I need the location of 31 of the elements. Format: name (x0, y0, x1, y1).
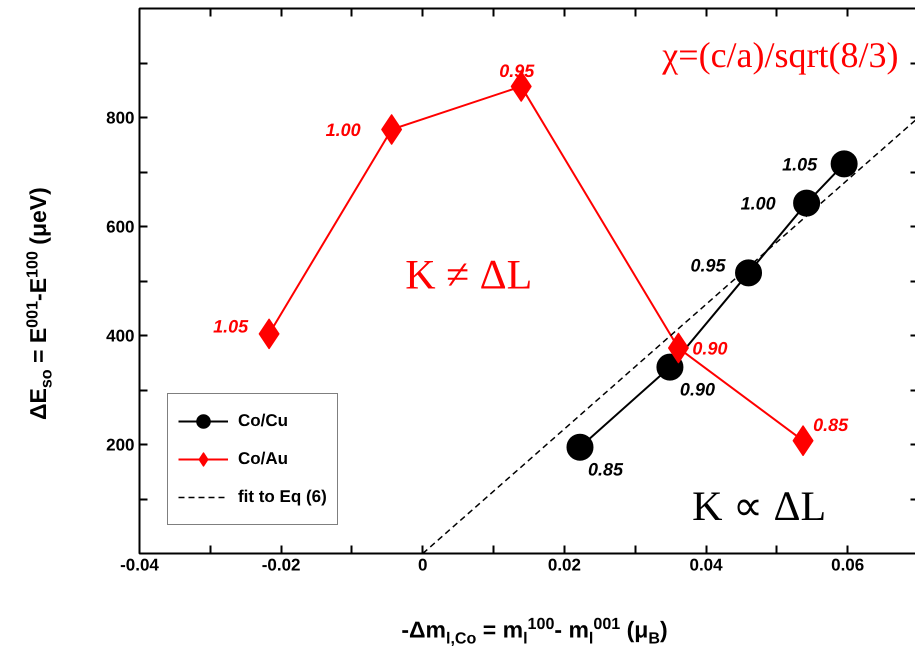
annotation: 0.85 (813, 415, 850, 436)
annotation: K ∝ ΔL (692, 484, 826, 530)
x-tick-label: 0 (418, 556, 428, 574)
y-tick-label: 600 (106, 218, 135, 236)
y-tick-label: 800 (106, 108, 135, 128)
x-tick-label: -0.02 (262, 556, 301, 574)
point (793, 190, 820, 217)
x-tick-label: -0.04 (120, 556, 160, 574)
legend-label: fit to Eq (6) (238, 487, 327, 507)
annotation: χ=(c/a)/sqrt(8/3) (661, 34, 899, 75)
x-tick-label: 0.06 (831, 556, 864, 574)
annotation: 1.05 (213, 316, 250, 336)
annotation: 1.00 (326, 120, 361, 140)
text: -Δm$_{l,Co}$ = m$_{l}$$^{100}$- m$_{l}$$^{001}$ (μ$_{B}$) (401, 615, 668, 648)
point (566, 434, 594, 461)
annotation: 0.90 (692, 338, 728, 359)
point (830, 150, 858, 178)
x-tick-label: 0.02 (548, 556, 581, 574)
legend-label: Co/Au (238, 449, 288, 469)
annotation: 0.95 (690, 255, 727, 276)
legend-label: Co/Cu (238, 411, 288, 431)
x-tick-label: 0.04 (690, 556, 724, 574)
y-tick-label: 200 (106, 436, 135, 454)
annotation: 1.00 (740, 194, 776, 214)
annotation: K ≠ ΔL (405, 252, 532, 299)
y-tick-label: 400 (106, 326, 135, 346)
point (656, 354, 684, 381)
point (735, 259, 762, 286)
annotation: 0.85 (588, 460, 624, 480)
annotation: 0.90 (680, 380, 715, 400)
annotation: 1.05 (782, 154, 818, 174)
